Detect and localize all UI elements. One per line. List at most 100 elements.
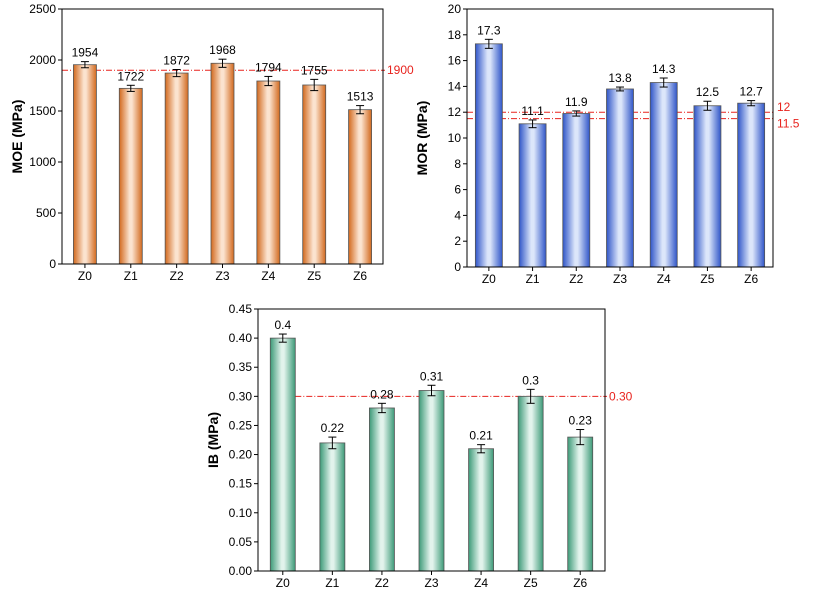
y-tick-label: 10 xyxy=(448,131,462,145)
bar-z5 xyxy=(302,84,327,265)
x-tick-label: Z4 xyxy=(261,269,275,283)
x-tick-label: Z1 xyxy=(124,269,138,283)
data-label: 0.28 xyxy=(370,387,394,401)
x-tick-label: Z1 xyxy=(526,272,540,286)
y-tick-label: 0.35 xyxy=(229,360,253,374)
x-tick-label: Z5 xyxy=(307,269,321,283)
x-tick-label: Z4 xyxy=(474,576,488,590)
data-label: 1872 xyxy=(163,53,190,67)
y-axis-title: MOE (MPa) xyxy=(9,100,25,174)
y-tick-label: 0.05 xyxy=(229,535,253,549)
y-tick-label: 2000 xyxy=(29,53,56,67)
reference-line-label: 0.30 xyxy=(609,389,633,403)
x-tick-label: Z0 xyxy=(482,272,496,286)
bar-z3 xyxy=(418,390,445,572)
plot-frame xyxy=(61,8,384,265)
reference-line-label: 12 xyxy=(777,100,791,114)
y-tick-label: 1000 xyxy=(29,155,56,169)
data-label: 1513 xyxy=(347,90,374,104)
x-tick-label: Z5 xyxy=(700,272,714,286)
y-axis-title: IB (MPa) xyxy=(205,412,221,468)
reference-line-label: 11.5 xyxy=(777,117,800,131)
reference-line-label: 1900 xyxy=(387,63,414,77)
bar-z3 xyxy=(606,88,634,268)
y-tick-label: 12 xyxy=(448,105,462,119)
chart-ib: 0.4 Z0 0.22 Z1 0.28 Z2 0.31 Z3 0.21 Z4 0.3 Z5 0.23 Z6… xyxy=(205,302,633,590)
data-label: 11.9 xyxy=(565,95,588,109)
data-label: 12.7 xyxy=(739,85,763,99)
data-label: 0.4 xyxy=(274,318,291,332)
data-label: 0.21 xyxy=(469,429,493,443)
x-tick-label: Z3 xyxy=(613,272,627,286)
bar-z2 xyxy=(369,407,395,572)
bar-z5 xyxy=(693,105,722,268)
bar-z1 xyxy=(319,442,346,572)
x-tick-label: Z6 xyxy=(353,269,367,283)
x-tick-label: Z2 xyxy=(375,576,389,590)
data-label: 1722 xyxy=(117,69,144,83)
data-label: 0.23 xyxy=(569,414,593,428)
data-label: 0.22 xyxy=(321,421,345,435)
x-tick-label: Z6 xyxy=(573,576,587,590)
data-label: 1755 xyxy=(301,63,328,77)
bar-z4 xyxy=(468,448,494,572)
bar-z6 xyxy=(348,109,372,265)
y-axis-title: MOR (MPa) xyxy=(414,101,430,176)
bar-z6 xyxy=(567,436,594,572)
y-tick-label: 6 xyxy=(454,183,461,197)
y-tick-label: 0 xyxy=(49,257,56,271)
x-tick-label: Z0 xyxy=(276,576,290,590)
data-label: 17.3 xyxy=(477,23,501,37)
x-tick-label: Z0 xyxy=(78,269,92,283)
bar-z0 xyxy=(73,64,97,265)
y-tick-label: 0 xyxy=(454,260,461,274)
y-tick-label: 0.20 xyxy=(229,448,253,462)
x-tick-label: Z3 xyxy=(424,576,438,590)
bar-z6 xyxy=(737,102,766,268)
bar-z4 xyxy=(649,82,678,268)
bar-z0 xyxy=(269,337,296,572)
x-tick-label: Z3 xyxy=(215,269,229,283)
y-tick-label: 8 xyxy=(454,157,461,171)
bar-z3 xyxy=(210,62,235,265)
y-tick-label: 18 xyxy=(448,28,462,42)
data-label: 11.1 xyxy=(521,104,544,118)
data-label: 1794 xyxy=(255,60,282,74)
y-tick-label: 2 xyxy=(454,234,461,248)
data-label: 1954 xyxy=(72,46,99,60)
y-tick-label: 1500 xyxy=(29,104,56,118)
x-tick-label: Z6 xyxy=(744,272,758,286)
y-tick-label: 14 xyxy=(448,79,462,93)
y-tick-label: 0.00 xyxy=(229,564,253,578)
plot-frame xyxy=(257,308,606,572)
y-tick-label: 0.40 xyxy=(229,331,253,345)
y-tick-label: 20 xyxy=(448,2,462,16)
y-tick-label: 2500 xyxy=(29,2,56,16)
chart-mor: 17.3 Z0 11.1 Z1 11.9 Z2 13.8 Z3 14.3 Z4 12.5 Z5 12.7… xyxy=(414,2,800,286)
y-tick-label: 500 xyxy=(36,206,56,220)
data-label: 13.8 xyxy=(608,71,632,85)
x-tick-label: Z2 xyxy=(569,272,583,286)
bar-z2 xyxy=(562,113,591,268)
x-tick-label: Z2 xyxy=(170,269,184,283)
x-tick-label: Z1 xyxy=(325,576,339,590)
data-label: 0.31 xyxy=(420,369,444,383)
x-tick-label: Z4 xyxy=(657,272,671,286)
y-tick-label: 16 xyxy=(448,54,462,68)
chart-moe: 1954 Z0 1722 Z1 1872 Z2 1968 Z3 1794 Z4 1755 Z5 1513… xyxy=(9,2,414,283)
data-label: 0.3 xyxy=(522,373,539,387)
y-tick-label: 0.25 xyxy=(229,418,253,432)
bar-z1 xyxy=(518,123,547,268)
y-tick-label: 4 xyxy=(454,208,461,222)
data-label: 12.5 xyxy=(696,85,720,99)
x-tick-label: Z5 xyxy=(524,576,538,590)
y-tick-label: 0.30 xyxy=(229,389,253,403)
bar-z2 xyxy=(164,72,189,265)
data-label: 14.3 xyxy=(652,62,676,76)
y-tick-label: 0.45 xyxy=(229,302,253,316)
data-label: 1968 xyxy=(209,43,236,57)
bar-z5 xyxy=(517,395,544,572)
bar-z4 xyxy=(256,80,281,265)
y-tick-label: 0.15 xyxy=(229,477,253,491)
